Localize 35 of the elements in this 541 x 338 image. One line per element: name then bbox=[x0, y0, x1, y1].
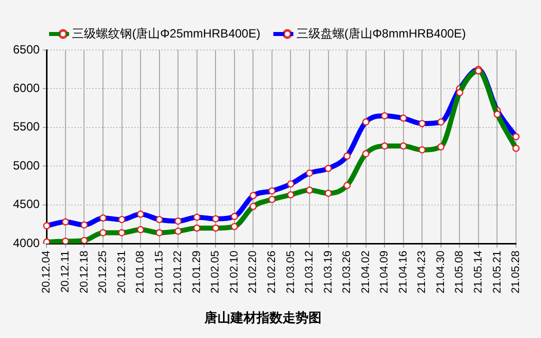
x-tick-label: 21.04.16 bbox=[397, 250, 410, 294]
x-tick-label: 20.12.25 bbox=[97, 250, 110, 294]
x-tick-label: 20.12.18 bbox=[78, 250, 90, 294]
y-tick-label: 5000 bbox=[12, 158, 40, 172]
x-tick-label: 21.03.12 bbox=[304, 250, 316, 294]
x-tick-label: 20.12.04 bbox=[40, 250, 53, 294]
x-tick-label: 21.01.15 bbox=[153, 250, 166, 294]
text: 唐山建材指数走势图 bbox=[204, 310, 322, 325]
x-tick-label: 21.04.09 bbox=[378, 250, 391, 294]
x-tick-label: 21.03.05 bbox=[284, 250, 297, 294]
y-tick-label: 5500 bbox=[12, 120, 40, 134]
y-tick-label: 4500 bbox=[12, 197, 40, 212]
y-tick-label: 6000 bbox=[12, 81, 40, 96]
x-tick-label: 21.02.10 bbox=[228, 250, 240, 294]
x-tick-label: 21.05.14 bbox=[472, 250, 484, 294]
x-tick-label: 21.05.08 bbox=[454, 250, 466, 294]
x-tick-label: 21.03.26 bbox=[341, 250, 354, 294]
y-tick-label: 4000 bbox=[12, 236, 40, 250]
x-tick-label: 21.02.05 bbox=[210, 250, 222, 294]
y-tick-label: 6500 bbox=[12, 42, 40, 56]
x-tick-label: 21.01.08 bbox=[134, 250, 147, 294]
x-tick-label: 21.01.29 bbox=[190, 250, 203, 294]
x-tick-label: 21.05.28 bbox=[510, 250, 522, 294]
x-tick-label: 21.05.21 bbox=[491, 250, 504, 294]
x-tick-label: 21.04.02 bbox=[360, 250, 372, 294]
legend-label: 三级螺纹钢(唐山Φ25mmHRB400E) bbox=[72, 26, 260, 40]
x-tick-label: 21.01.22 bbox=[172, 250, 184, 294]
x-tick-label: 20.12.11 bbox=[60, 250, 72, 293]
x-tick-label: 21.02.20 bbox=[247, 250, 260, 294]
x-tick-label: 20.12.31 bbox=[116, 250, 128, 294]
legend-label: 三级盘螺(唐山Φ8mmHRB400E) bbox=[296, 26, 466, 40]
x-tick-label: 21.02.26 bbox=[266, 250, 278, 294]
x-tick-label: 21.04.23 bbox=[416, 250, 428, 294]
x-tick-label: 21.03.19 bbox=[322, 250, 334, 294]
x-tick-label: 21.04.30 bbox=[434, 250, 447, 294]
